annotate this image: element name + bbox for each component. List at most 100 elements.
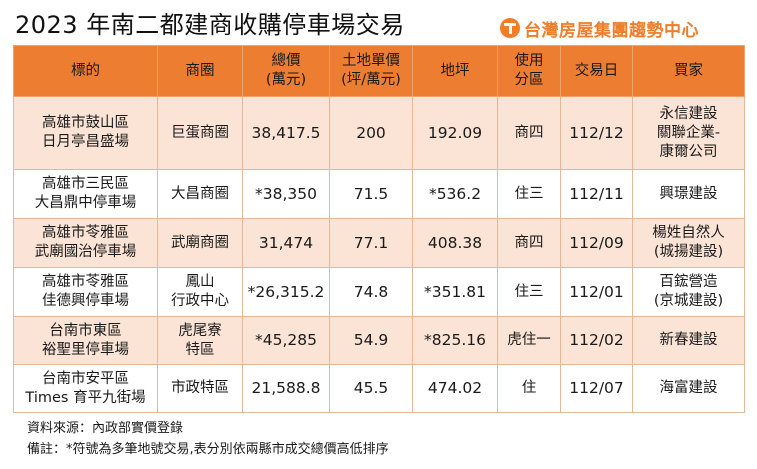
cell-line: Times 育平九街場 <box>25 389 146 406</box>
cell-date: 112/07 <box>560 364 633 413</box>
column-header-label: 商圈 <box>185 62 215 79</box>
cell-line: 巨蛋商圈 <box>171 124 229 141</box>
cell-line: 大昌鼎中停車場 <box>34 195 137 211</box>
cell-buyer: 永信建設 關聯企業- 康爾公司 <box>632 96 745 170</box>
cell-buyer: 楊姓自然人 (城揚建設) <box>632 218 745 268</box>
brand-header: 台灣房屋集團趨勢中心 <box>500 17 699 41</box>
column-header-land-area: 地坪 <box>412 45 498 97</box>
cell-value: 112/09 <box>569 233 624 252</box>
cell-land-area: *825.16 <box>412 316 498 365</box>
cell-line: 特區 <box>185 341 215 358</box>
cell-unit-price: 45.5 <box>329 364 413 413</box>
cell-district: 虎尾寮 特區 <box>157 316 243 365</box>
column-header-zoning: 使用 分區 <box>497 45 561 97</box>
cell-line: 新春建設 <box>659 332 718 348</box>
cell-unit-price: 71.5 <box>329 169 413 219</box>
cell-line: 武廟國治停車場 <box>34 244 137 260</box>
cell-land-area: 408.38 <box>412 218 498 268</box>
cell-value: *536.2 <box>428 184 482 203</box>
cell-line: 台南市東區 <box>49 322 122 339</box>
cell-value: 住 <box>521 380 537 396</box>
cell-value: 商四 <box>514 124 544 141</box>
cell-unit-price: 74.8 <box>329 267 413 317</box>
cell-buyer: 新春建設 <box>632 316 745 365</box>
cell-date: 112/09 <box>560 218 633 268</box>
cell-total-price: *38,350 <box>242 169 330 219</box>
cell-value: 112/12 <box>569 123 624 142</box>
cell-line: (京城建設) <box>653 293 724 309</box>
cell-date: 112/11 <box>560 169 633 219</box>
cell-value: 112/02 <box>569 331 624 349</box>
cell-line: (城揚建設) <box>653 244 724 260</box>
cell-value: 商四 <box>514 234 544 251</box>
table-row: 台南市安平區 Times 育平九街場 市政特區 21,588.8 45.5 474.02 住… <box>13 364 745 413</box>
column-header-date: 交易日 <box>560 45 633 97</box>
cell-value: 45.5 <box>353 379 389 397</box>
cell-date: 112/02 <box>560 316 633 365</box>
cell-value: 408.38 <box>427 233 483 252</box>
cell-line: 行政中心 <box>171 293 229 309</box>
column-header-label: 交易日 <box>574 62 619 79</box>
cell-unit-price: 54.9 <box>329 316 413 365</box>
cell-value: 112/01 <box>569 282 624 301</box>
table-row: 高雄市苓雅區 佳德興停車場 鳳山 行政中心 *26,315.2 74.8 *351.81 住三… <box>13 267 745 317</box>
cell-value: *45,285 <box>255 331 317 349</box>
footnotes: 資料來源：內政部實價登錄 備註：*符號為多筆地號交易,表分別依兩縣市成交總價高低… <box>27 418 389 460</box>
column-header-label: 土地單價 <box>342 53 400 69</box>
cell-value: 住三 <box>514 283 544 300</box>
cell-total-price: 31,474 <box>242 218 330 268</box>
cell-line: 市政特區 <box>171 380 229 396</box>
column-header-label: 買家 <box>674 62 703 79</box>
brand-name: 台灣房屋集團趨勢中心 <box>524 20 699 41</box>
cell-line: 虎尾寮 <box>178 322 222 339</box>
cell-buyer: 興璟建設 <box>632 169 745 219</box>
table-row: 高雄市三民區 大昌鼎中停車場 大昌商圈 *38,350 71.5 *536.2 住三 112/… <box>13 169 745 219</box>
column-header-label: (坪/萬元) <box>341 72 401 88</box>
cell-land-area: *536.2 <box>412 169 498 219</box>
cell-target: 台南市安平區 Times 育平九街場 <box>13 364 158 413</box>
cell-line: 康爾公司 <box>659 143 718 160</box>
cell-district: 武廟商圈 <box>157 218 243 268</box>
cell-value: *38,350 <box>255 184 317 203</box>
parking-lot-transactions-table: 標的 商圈 總價 (萬元) 土地單價 (坪/萬元) 地坪 使用 分區 交易日 買家 高雄市鼓山區 日月… <box>13 45 745 413</box>
cell-line: 裕聖里停車場 <box>42 341 129 358</box>
cell-target: 高雄市三民區 大昌鼎中停車場 <box>13 169 158 219</box>
cell-line: 興璟建設 <box>659 185 718 202</box>
data-source-note: 資料來源：內政部實價登錄 <box>27 421 184 436</box>
cell-target: 高雄市苓雅區 佳德興停車場 <box>13 267 158 317</box>
cell-district: 大昌商圈 <box>157 169 243 219</box>
cell-value: 474.02 <box>427 379 483 397</box>
cell-value: 200 <box>356 123 386 142</box>
table-header-row: 標的 商圈 總價 (萬元) 土地單價 (坪/萬元) 地坪 使用 分區 交易日 買家 <box>13 45 745 97</box>
cell-value: 住三 <box>514 185 544 202</box>
cell-total-price: *26,315.2 <box>242 267 330 317</box>
cell-value: 77.1 <box>353 233 389 252</box>
cell-value: 112/07 <box>569 379 624 397</box>
table-row: 台南市東區 裕聖里停車場 虎尾寮 特區 *45,285 54.9 *825.16 虎住一 112… <box>13 316 745 365</box>
cell-value: *351.81 <box>424 282 486 301</box>
cell-line: 關聯企業- <box>656 124 721 141</box>
cell-zoning: 商四 <box>497 96 561 170</box>
cell-value: 54.9 <box>353 331 389 349</box>
column-header-label: (萬元) <box>265 72 307 88</box>
cell-district: 市政特區 <box>157 364 243 413</box>
cell-date: 112/12 <box>560 96 633 170</box>
column-header-unit-price: 土地單價 (坪/萬元) <box>329 45 413 97</box>
cell-buyer: 百鋐營造 (京城建設) <box>632 267 745 317</box>
cell-line: 大昌商圈 <box>171 185 229 202</box>
cell-line: 武廟商圈 <box>171 234 229 251</box>
cell-value: 31,474 <box>258 233 314 252</box>
cell-value: *26,315.2 <box>247 282 325 301</box>
column-header-buyer: 買家 <box>632 45 745 97</box>
cell-land-area: 474.02 <box>412 364 498 413</box>
cell-value: 112/11 <box>569 184 624 203</box>
cell-value: 21,588.8 <box>251 379 321 397</box>
cell-target: 高雄市鼓山區 日月亭昌盛場 <box>13 96 158 170</box>
column-header-target: 標的 <box>13 45 158 97</box>
column-header-district: 商圈 <box>157 45 243 97</box>
column-header-label: 使用 <box>514 53 544 69</box>
cell-line: 台南市安平區 <box>42 370 129 387</box>
cell-line: 高雄市苓雅區 <box>42 274 129 290</box>
cell-total-price: 21,588.8 <box>242 364 330 413</box>
cell-district: 鳳山 行政中心 <box>157 267 243 317</box>
